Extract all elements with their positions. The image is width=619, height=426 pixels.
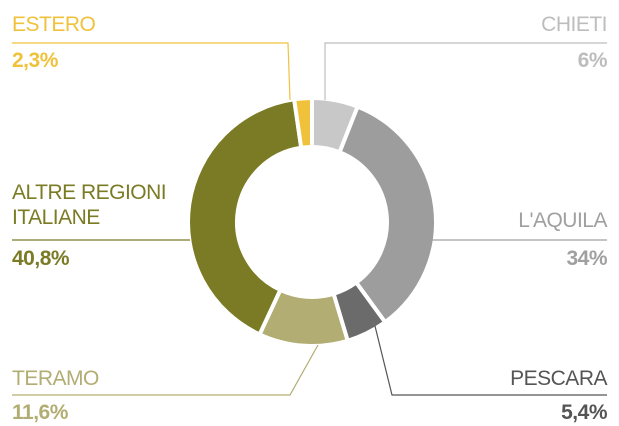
pie-slice (291, 95, 314, 151)
value-label: 6% (577, 49, 608, 72)
leader-line (374, 325, 607, 396)
value-label: 34% (566, 247, 607, 270)
leader-line (324, 42, 607, 100)
category-label: PESCARA (510, 367, 607, 390)
value-label: 11,6% (12, 401, 68, 424)
value-label: 40,8% (12, 247, 70, 270)
leader-line (12, 344, 319, 396)
category-label: ESTERO (12, 13, 96, 36)
category-label: CHIETI (541, 13, 607, 36)
category-label: L'AQUILA (518, 209, 607, 232)
category-label: TERAMO (12, 367, 99, 390)
pie-slice (336, 104, 438, 325)
pie-slice (186, 97, 304, 338)
leader-line (12, 42, 291, 101)
value-label: 5,4% (561, 401, 607, 424)
value-label: 2,3% (12, 49, 58, 72)
category-label: ALTRE REGIONI ITALIANE (12, 181, 167, 229)
